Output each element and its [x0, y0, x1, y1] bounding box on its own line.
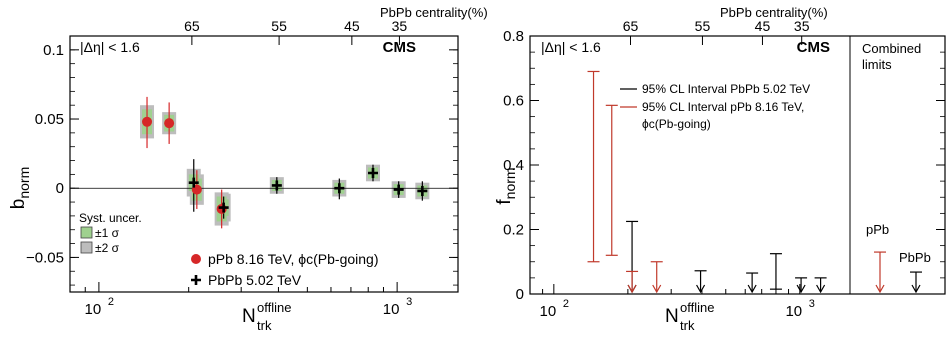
combined-ppb-label: pPb: [866, 222, 889, 237]
left-ytick-label: 0.05: [35, 111, 64, 128]
pbpb-limit-arrow: [747, 284, 757, 294]
pbpb-point: [393, 184, 404, 195]
left-cut-label: |Δη| < 1.6: [80, 39, 140, 55]
left-syst-2sigma-swatch: [80, 241, 93, 254]
left-top-tick-label: 55: [271, 18, 287, 34]
left-legend-ppb-marker: [191, 254, 201, 264]
left-xtick-exponent: 3: [406, 296, 412, 308]
left-top-tick-label: 65: [184, 18, 200, 34]
left-legend-pbpb-label: PbPb 5.02 TeV: [208, 272, 302, 288]
ppb-point: [164, 118, 175, 129]
pbpb-point: [417, 185, 428, 196]
pbpb-point: [188, 177, 199, 188]
left-ylabel: bnorm: [8, 167, 32, 209]
left-markers: [142, 116, 428, 214]
right-top-axis-label: PbPb centrality(%): [720, 5, 828, 20]
left-top-tick-label: 45: [344, 18, 360, 34]
pbpb-limit-arrow: [816, 284, 826, 294]
combined-title-line1: Combined: [862, 41, 921, 56]
pbpb-point: [367, 167, 378, 178]
right-xlabel-sup: offline: [680, 300, 714, 315]
ppb-point: [216, 203, 227, 214]
left-syst-legend-title: Syst. uncer.: [79, 211, 142, 225]
right-combined-limits: [874, 251, 922, 294]
right-axes: 0 0.2 0.4 0.6 0.8 10 2 10 3 65 55 45 35: [503, 18, 945, 320]
combined-title-line2: limits: [862, 57, 892, 72]
right-xtick-exponent: 3: [809, 298, 815, 310]
pbpb-point: [334, 183, 345, 194]
left-xtick-label: 10: [85, 301, 102, 318]
right-ytick-label: 0.4: [503, 157, 524, 174]
left-syst-1sigma-label: ±1 σ: [95, 226, 120, 240]
right-xlabel-sub: trk: [680, 318, 695, 333]
ppb-limit-arrow: [627, 284, 637, 294]
right-cut-label: |Δη| < 1.6: [541, 39, 601, 55]
right-legend-ppb-label: 95% CL Interval pPb 8.16 TeV,: [642, 100, 804, 114]
left-stat-error-bars: [146, 96, 423, 229]
right-xtick-label: 10: [539, 303, 556, 320]
right-ytick-label: 0.2: [503, 222, 524, 239]
left-ytick-label: 0.1: [43, 42, 64, 59]
ppb-limit-arrow: [652, 284, 662, 294]
right-ytick-label: 0.6: [503, 93, 524, 110]
right-ytick-label: 0.8: [503, 28, 524, 45]
left-cms-label: CMS: [383, 39, 416, 56]
ppb-point: [142, 116, 153, 127]
left-syst-1sigma-boxes: [142, 109, 428, 222]
right-ylabel: fnorm: [494, 167, 518, 204]
left-xtick-exponent: 2: [108, 296, 114, 308]
left-syst-1sigma-swatch: [80, 226, 93, 239]
right-legend-ppb-label-line2: ϕc(Pb-going): [642, 117, 711, 131]
pbpb-limit-arrow: [796, 284, 806, 294]
right-cms-label: CMS: [797, 39, 830, 56]
left-syst-2sigma-label: ±2 σ: [95, 241, 120, 255]
pbpb-point: [218, 202, 229, 213]
right-legend-pbpb-label: 95% CL Interval PbPb 5.02 TeV: [642, 82, 810, 96]
left-legend-ppb-label: pPb 8.16 TeV, ϕc(Pb-going): [208, 251, 379, 267]
combined-pbpb-label: PbPb: [899, 250, 931, 265]
right-ytick-label: 0: [516, 286, 524, 303]
left-syst-2sigma-boxes: [140, 105, 430, 226]
pbpb-point: [271, 180, 282, 191]
left-axes: −0.05 0 0.05 0.1 10 2 10 3 65 55 45 35: [26, 18, 458, 318]
left-top-axis-label: PbPb centrality(%): [380, 5, 488, 20]
left-xlabel: N: [242, 306, 256, 327]
right-xlabel: N: [665, 306, 679, 327]
left-ytick-label: 0: [56, 180, 64, 197]
left-top-tick-label: 35: [392, 18, 408, 34]
right-xtick-exponent: 2: [563, 298, 569, 310]
left-plot-frame: [69, 35, 459, 293]
left-ytick-label: −0.05: [26, 249, 64, 266]
left-panel: −0.05 0 0.05 0.1 10 2 10 3 65 55 45 35 |Δη| < 1.6 C…: [8, 5, 488, 333]
right-xtick-label: 10: [785, 303, 802, 320]
left-xlabel-sup: offline: [257, 300, 291, 315]
left-xtick-label: 10: [383, 301, 400, 318]
right-top-tick-label: 45: [755, 18, 771, 34]
right-top-tick-label: 65: [623, 18, 639, 34]
right-panel: 0 0.2 0.4 0.6 0.8 10 2 10 3 65 55 45 35 |Δη| < 1.6 C…: [494, 5, 946, 333]
right-plot-frame: [529, 35, 946, 295]
left-xlabel-sub: trk: [257, 318, 272, 333]
pbpb-limit-arrow: [696, 284, 706, 294]
combined-pbpb-limit-arrow: [911, 284, 921, 294]
left-legend-pbpb-marker: [191, 275, 201, 285]
combined-ppb-limit-arrow: [875, 284, 885, 294]
right-top-tick-label: 35: [794, 18, 810, 34]
right-top-tick-label: 55: [695, 18, 711, 34]
